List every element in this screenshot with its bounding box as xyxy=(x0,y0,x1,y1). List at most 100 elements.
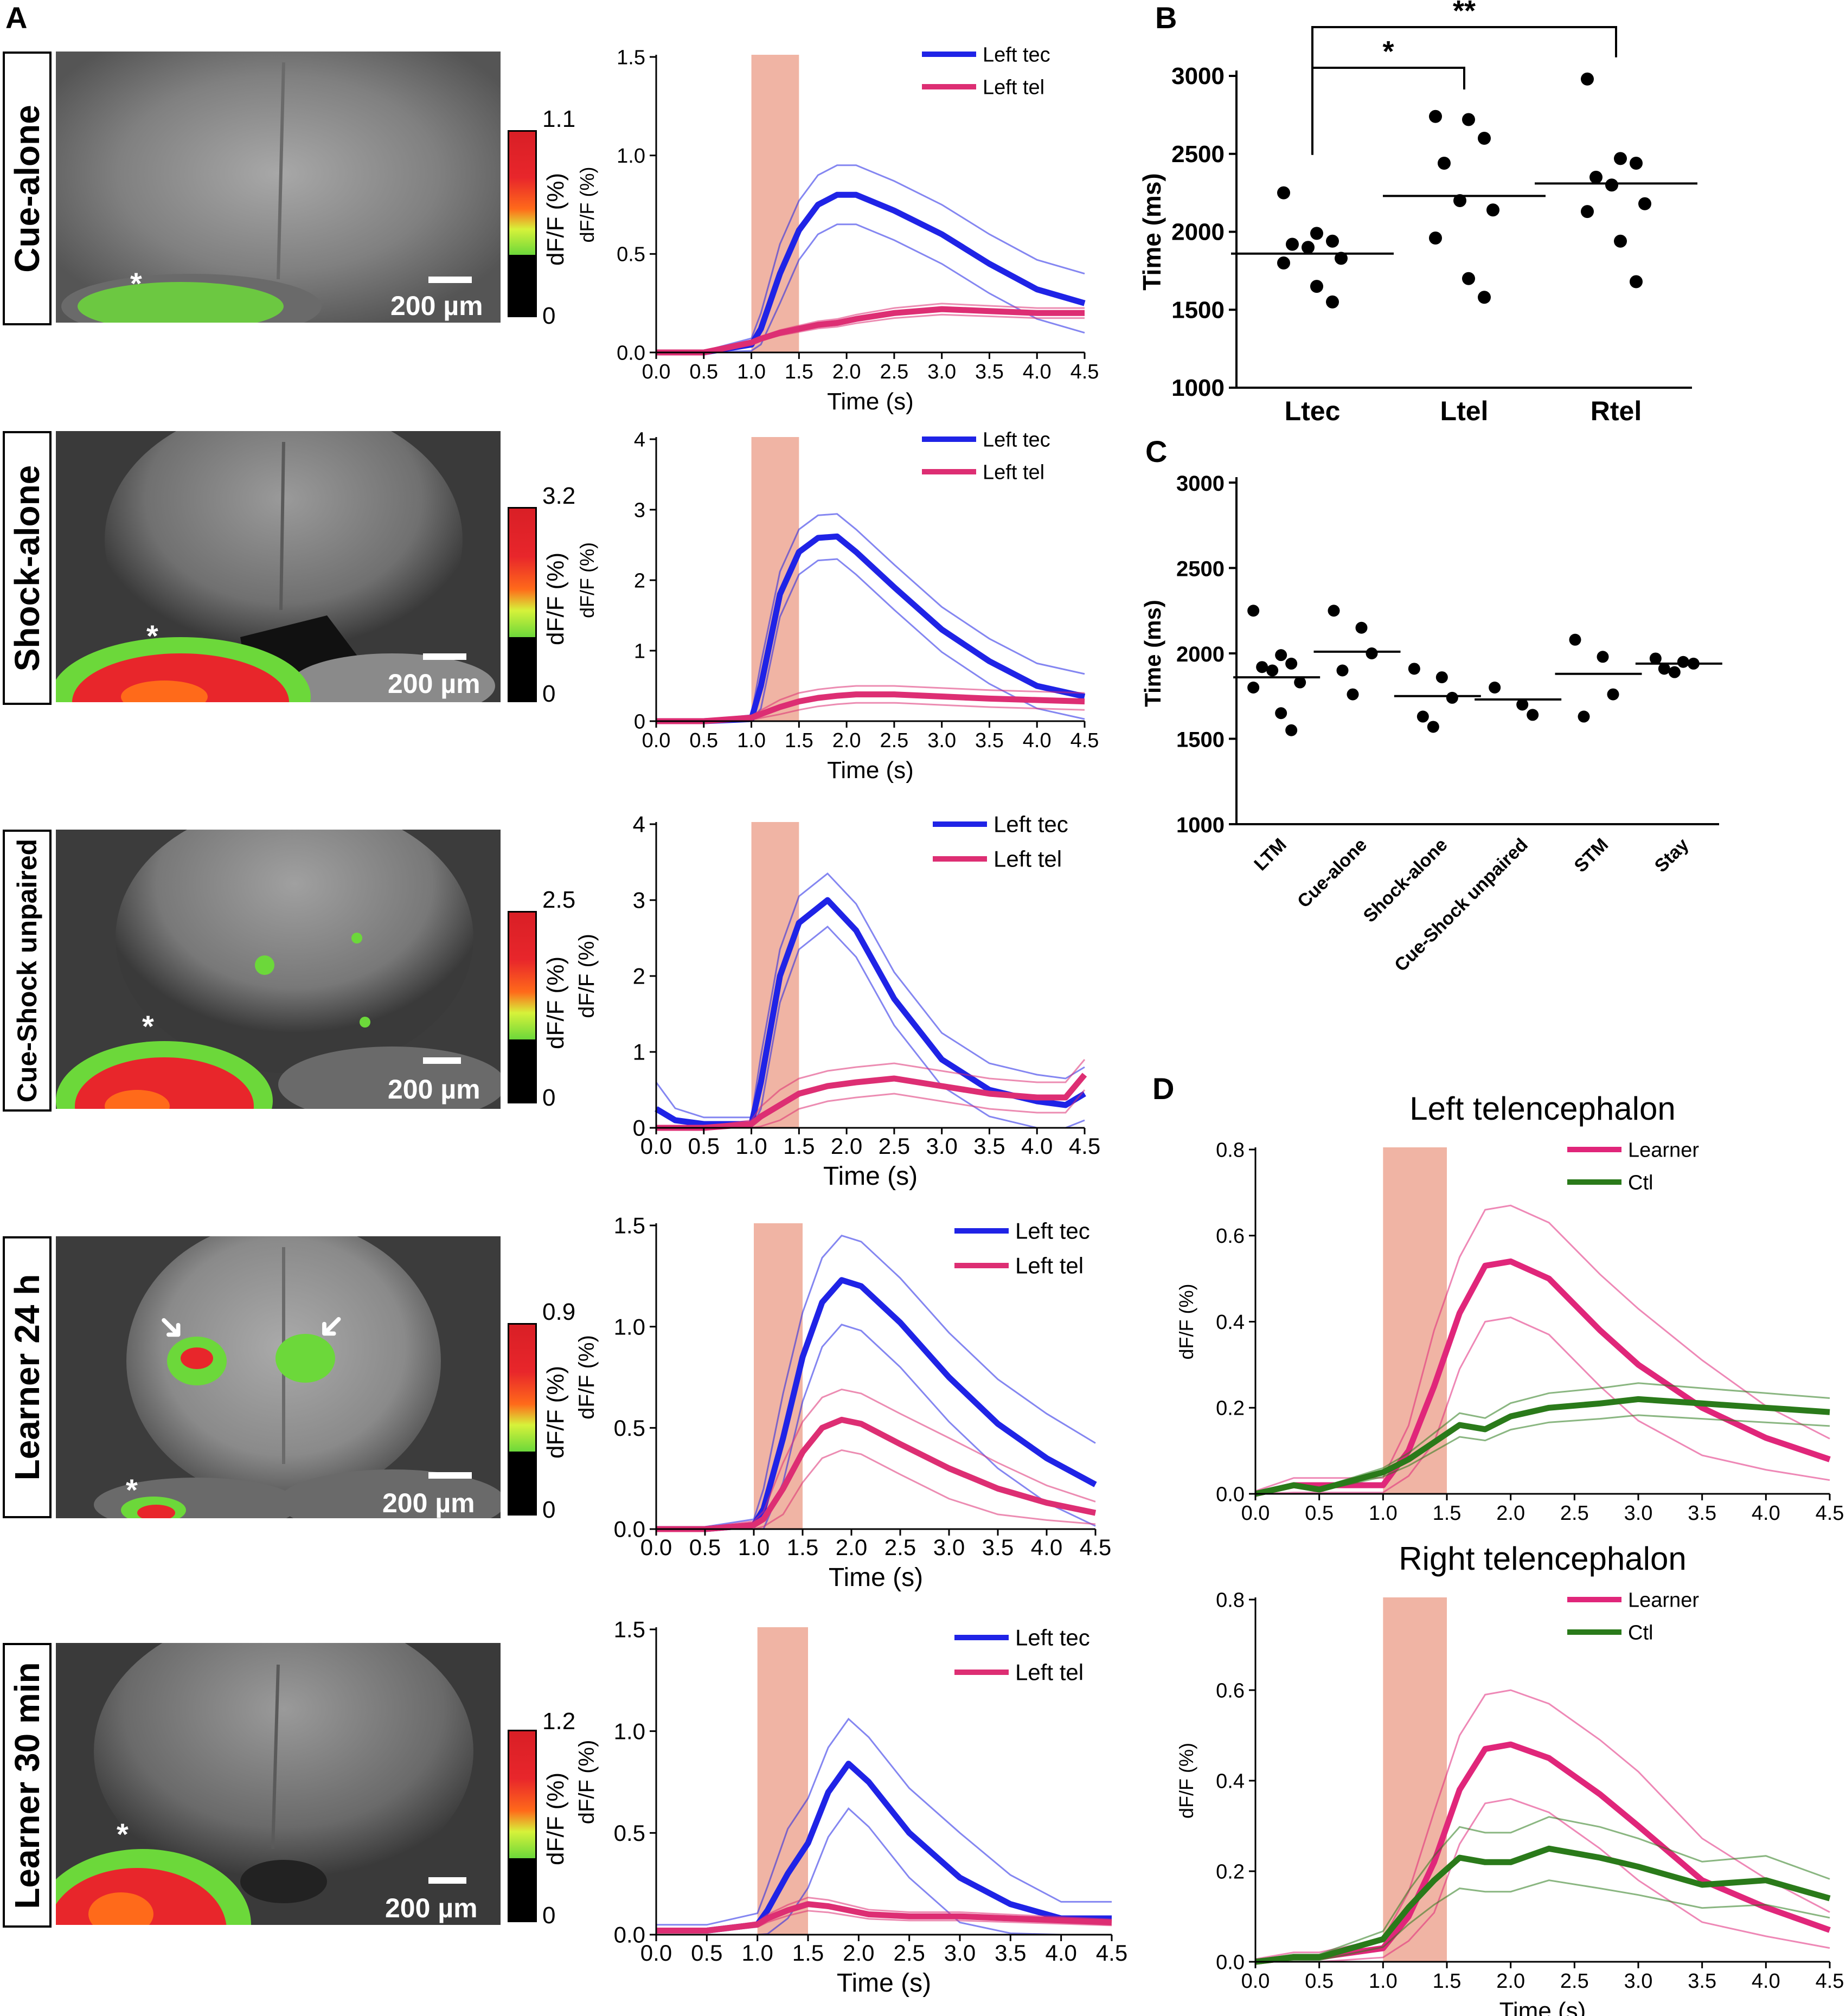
x-tick-label: 1.0 xyxy=(738,1535,770,1560)
significance-label: ** xyxy=(1453,0,1476,27)
legend-label: Left tec xyxy=(1015,1625,1090,1651)
data-point xyxy=(1614,234,1627,248)
chart-svg: 1000 1500 2000 2500 3000 Time (ms) LTM Cue-alon… xyxy=(1140,472,1722,975)
x-axis-label: Time (s) xyxy=(829,1563,923,1592)
colorbar-max: 0.9 xyxy=(542,1299,576,1325)
panel-letter-d: D xyxy=(1152,1071,1175,1106)
colorbar xyxy=(508,1730,537,1922)
data-point xyxy=(1581,72,1594,86)
data-point xyxy=(1266,664,1279,677)
x-tick-label: 4.0 xyxy=(1045,1940,1076,1966)
data-point xyxy=(1435,671,1448,684)
x-tick-label: 4.5 xyxy=(1071,361,1099,383)
sem-upper-line xyxy=(656,513,1085,721)
data-point xyxy=(1294,676,1306,689)
x-tick-label: 2.0 xyxy=(832,729,861,752)
brain-image-cue-alone xyxy=(56,52,501,323)
x-tick-label: 2.5 xyxy=(1560,1502,1589,1524)
x-tick-label: Shock-alone xyxy=(1360,834,1452,927)
data-point xyxy=(1446,691,1458,704)
x-tick-label: 4.5 xyxy=(1069,1133,1100,1159)
x-tick-label: 1.0 xyxy=(741,1940,773,1966)
data-point xyxy=(1310,227,1323,240)
x-tick-label: 2.0 xyxy=(831,1133,862,1159)
panel-letter-b: B xyxy=(1155,1,1177,35)
y-tick-label: 0.5 xyxy=(617,243,645,266)
brain-image-shock-alone xyxy=(56,431,501,702)
scatter-chart-b: 1000 1500 2000 2500 3000 Time (ms) Ltec Ltel Rte… xyxy=(1117,0,1741,434)
chart-svg: Left telencephalon Learner Ctl 0.0 0.5 1.0 1.5… xyxy=(1177,1090,1844,1524)
data-point xyxy=(1285,724,1298,736)
colorbar-unit: dF/F (%) xyxy=(542,956,569,1049)
series-line xyxy=(655,897,1086,1127)
x-tick-label: 1.5 xyxy=(1433,1502,1462,1524)
y-tick-label: 1.0 xyxy=(617,145,645,168)
asterisk-marker: * xyxy=(117,1817,129,1851)
data-point xyxy=(1630,275,1643,288)
x-tick-label: 2.0 xyxy=(1496,1970,1525,1993)
x-tick-label: 4.5 xyxy=(1080,1535,1111,1560)
x-tick-label: 2.0 xyxy=(832,361,861,383)
scale-bar xyxy=(423,653,466,660)
cue-window xyxy=(751,55,799,352)
chart-svg: 1000 1500 2000 2500 3000 Time (ms) Ltec Ltel Rte… xyxy=(1138,0,1697,426)
x-tick-label: STM xyxy=(1571,834,1613,877)
data-point xyxy=(1302,241,1315,254)
y-tick-label: 0 xyxy=(634,710,645,733)
x-tick-label: 4.0 xyxy=(1031,1535,1062,1560)
x-tick-label: 0.0 xyxy=(640,1133,672,1159)
x-tick-label: 1.5 xyxy=(783,1133,815,1159)
y-tick-label: 3 xyxy=(634,499,645,522)
data-point xyxy=(1605,178,1618,192)
x-tick-label: 1.5 xyxy=(785,361,813,383)
data-point xyxy=(1326,295,1339,309)
x-tick-label: 0.5 xyxy=(688,1133,720,1159)
x-tick-label: 1.5 xyxy=(1433,1970,1462,1993)
data-point xyxy=(1489,682,1501,694)
y-tick-label: 0.8 xyxy=(1216,1139,1245,1161)
y-axis-label: dF/F (%) xyxy=(576,542,598,618)
scale-bar xyxy=(423,1057,461,1064)
data-point xyxy=(1247,682,1260,694)
y-axis-label: dF/F (%) xyxy=(576,167,598,243)
scale-bar-label: 200 µm xyxy=(390,291,483,321)
y-tick-label: 0.6 xyxy=(1216,1679,1245,1702)
scale-bar-label: 200 µm xyxy=(382,1488,475,1518)
y-tick-label: 4 xyxy=(634,428,645,451)
colorbar-min: 0 xyxy=(542,303,556,329)
sem-lower-line xyxy=(1255,1317,1830,1495)
x-tick-label: 4.5 xyxy=(1816,1970,1844,1993)
y-tick-label: 0.8 xyxy=(1216,1589,1245,1611)
data-point xyxy=(1277,186,1290,200)
x-tick-label: Rtel xyxy=(1591,396,1642,426)
x-tick-label: 3.5 xyxy=(975,729,1004,752)
significance-bracket xyxy=(1311,26,1617,155)
series-line xyxy=(656,1416,1097,1532)
line-chart-left-telencephalon: Left telencephalon Learner Ctl 0.0 0.5 1.0 1.5… xyxy=(1177,1074,1846,1524)
significance-bracket xyxy=(1311,67,1465,155)
y-axis-label: Time (ms) xyxy=(1140,600,1165,707)
data-point xyxy=(1581,205,1594,219)
chart-svg: Left tec Left tel 0.0 0.5 1.0 1.5 2.0 2.5 3.0 3.5… xyxy=(576,428,1099,784)
x-tick-label: 2.5 xyxy=(879,1133,910,1159)
series-line xyxy=(656,691,1085,724)
y-tick-label: 1.5 xyxy=(617,46,645,69)
x-tick-label: 4.0 xyxy=(1752,1502,1780,1524)
data-point xyxy=(1478,132,1491,145)
y-axis-label: dF/F (%) xyxy=(1177,1743,1197,1819)
data-point xyxy=(1589,170,1603,184)
y-tick-label: 0.0 xyxy=(614,1922,645,1948)
y-axis-label: dF/F (%) xyxy=(1177,1284,1197,1360)
colorbar-max: 1.1 xyxy=(542,106,576,132)
x-tick-label: 4.0 xyxy=(1021,1133,1053,1159)
data-point xyxy=(1597,651,1609,663)
y-tick-label: 1.0 xyxy=(614,1718,645,1744)
y-tick-label: 0 xyxy=(633,1115,645,1141)
x-tick-label: 3.0 xyxy=(1624,1502,1653,1524)
sem-upper-line xyxy=(656,164,1085,352)
x-tick-label: 0.5 xyxy=(1305,1970,1334,1993)
sem-lower-line xyxy=(656,1449,1096,1530)
x-tick-label: 2.0 xyxy=(843,1940,874,1966)
x-tick-label: 4.5 xyxy=(1071,729,1099,752)
data-point xyxy=(1462,272,1475,285)
